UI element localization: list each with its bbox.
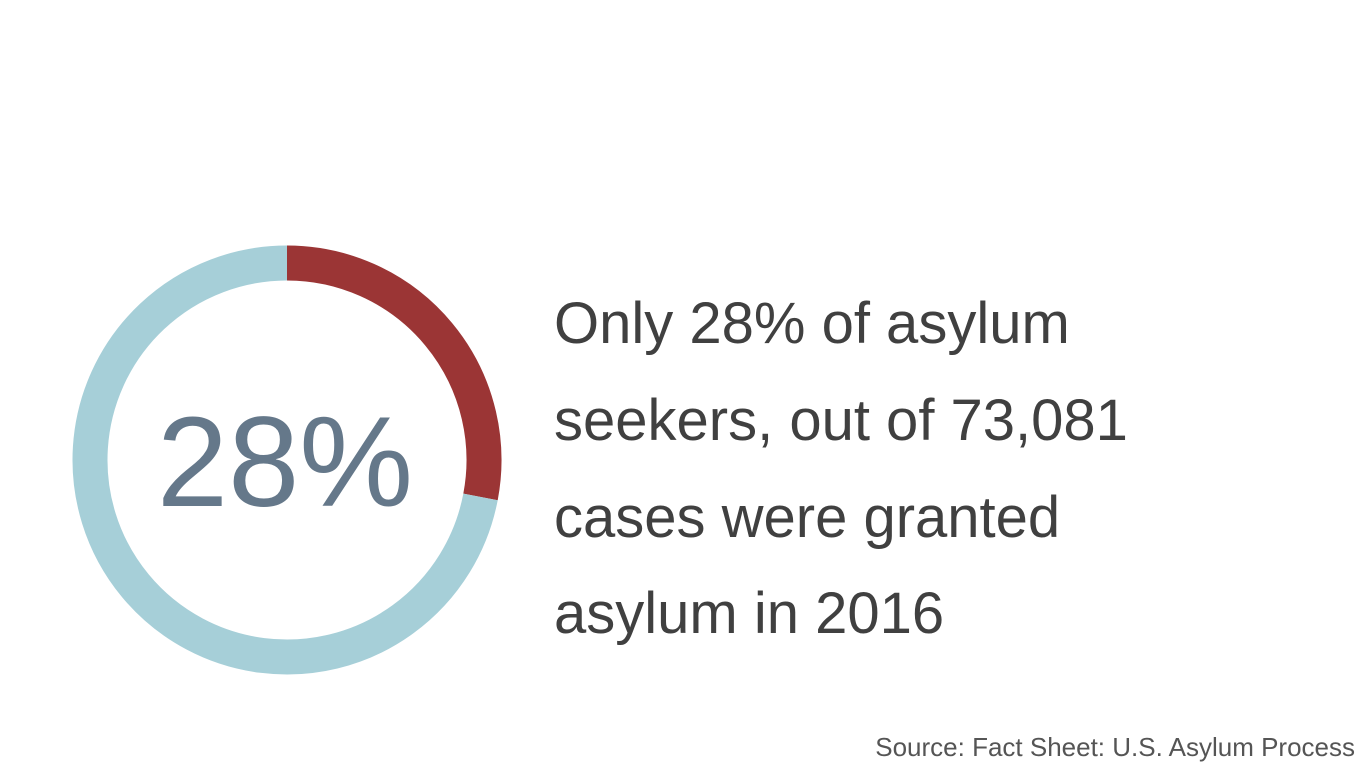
- body-text-line: cases were granted: [554, 485, 1060, 550]
- body-text-line: asylum in 2016: [554, 581, 944, 646]
- body-text-line: Only 28% of asylum: [554, 291, 1070, 356]
- source: Source: Fact Sheet: U.S. Asylum Process: [875, 732, 1355, 762]
- body-text-line: seekers, out of 73,081: [554, 388, 1128, 453]
- center-value-label: 28%: [157, 391, 413, 534]
- donut-segment: [286, 245, 502, 501]
- donut-segment: [72, 245, 498, 675]
